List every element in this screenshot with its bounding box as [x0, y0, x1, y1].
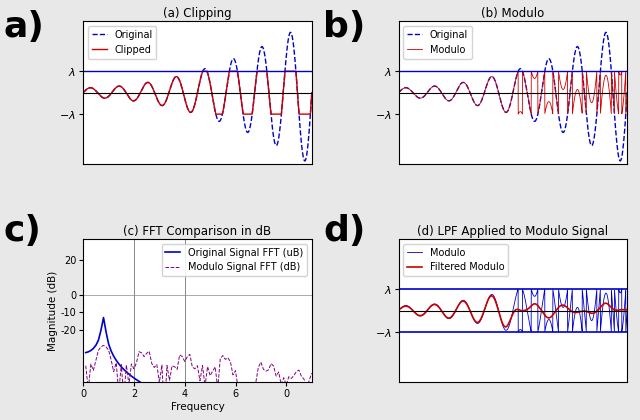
Line: Original Signal FFT (uB): Original Signal FFT (uB): [86, 318, 312, 420]
Clipped: [79, 90, 87, 95]
Modulo: [406, 305, 414, 310]
Modulo Signal FFT (dB): [280, 375, 287, 380]
Clipped: [301, 112, 309, 117]
Modulo: [395, 90, 403, 95]
Original: [500, 108, 508, 113]
Original: [184, 108, 192, 113]
Original Signal FFT (uB): [82, 350, 90, 355]
Text: a): a): [3, 10, 44, 45]
Text: b): b): [323, 10, 365, 45]
Line: Original: Original: [83, 32, 312, 161]
Modulo: [506, 321, 514, 326]
Filtered Modulo: [502, 324, 509, 329]
Modulo: [500, 325, 508, 330]
Original: [259, 46, 267, 51]
Legend: Modulo, Filtered Modulo: Modulo, Filtered Modulo: [403, 244, 508, 276]
Filtered Modulo: [506, 318, 514, 323]
Text: c): c): [3, 214, 41, 248]
Original: [79, 90, 87, 95]
Filtered Modulo: [617, 307, 625, 312]
Filtered Modulo: [488, 293, 495, 298]
Modulo Signal FFT (dB): [244, 404, 252, 409]
Clipped: [199, 69, 207, 74]
Original: [575, 46, 582, 51]
Original: [301, 158, 309, 163]
Modulo: [575, 307, 582, 312]
Original: [616, 158, 624, 163]
Title: (d) LPF Applied to Modulo Signal: (d) LPF Applied to Modulo Signal: [417, 225, 609, 238]
Modulo: [500, 108, 508, 113]
Original: [506, 103, 514, 108]
Original: [623, 90, 631, 95]
Modulo: [395, 308, 403, 313]
Clipped: [184, 108, 192, 113]
Modulo: [617, 290, 625, 295]
Modulo: [541, 286, 548, 291]
Original: [308, 90, 316, 95]
Title: (c) FFT Comparison in dB: (c) FFT Comparison in dB: [124, 225, 271, 238]
Y-axis label: Magnitude (dB): Magnitude (dB): [47, 270, 58, 351]
Legend: Original, Modulo: Original, Modulo: [403, 26, 472, 58]
Original: [406, 87, 414, 92]
Modulo: [617, 72, 625, 77]
Original: [301, 158, 309, 163]
Original: [91, 87, 99, 92]
Filtered Modulo: [617, 307, 625, 312]
Legend: Original, Clipped: Original, Clipped: [88, 26, 156, 58]
Original: [395, 90, 403, 95]
Title: (a) Clipping: (a) Clipping: [163, 7, 232, 20]
Line: Filtered Modulo: Filtered Modulo: [399, 296, 627, 327]
Clipped: [91, 87, 99, 92]
Filtered Modulo: [395, 307, 403, 312]
Modulo Signal FFT (dB): [275, 370, 282, 375]
Clipped: [260, 69, 268, 74]
Clipped: [191, 103, 198, 108]
Line: Modulo Signal FFT (dB): Modulo Signal FFT (dB): [86, 345, 312, 412]
Modulo Signal FFT (dB): [153, 362, 161, 367]
Original: [191, 103, 198, 108]
Modulo Signal FFT (dB): [100, 343, 108, 348]
Modulo: [515, 329, 522, 334]
Title: (b) Modulo: (b) Modulo: [481, 7, 545, 20]
Modulo: [575, 89, 582, 94]
Line: Original: Original: [399, 32, 627, 161]
Text: d): d): [323, 214, 365, 248]
Original Signal FFT (uB): [100, 315, 108, 320]
Line: Modulo: Modulo: [399, 71, 627, 114]
Original Signal FFT (uB): [115, 361, 123, 366]
Original Signal FFT (uB): [277, 419, 285, 420]
Modulo: [506, 103, 514, 108]
Filtered Modulo: [406, 306, 414, 311]
X-axis label: Frequency: Frequency: [171, 402, 225, 412]
Modulo: [617, 72, 625, 77]
Clipped: [308, 90, 316, 95]
Modulo: [617, 290, 625, 295]
Original: [301, 158, 308, 163]
Filtered Modulo: [500, 323, 508, 328]
Original Signal FFT (uB): [153, 388, 161, 393]
Line: Modulo: Modulo: [399, 289, 627, 332]
Legend: Original Signal FFT (uB), Modulo Signal FFT (dB): Original Signal FFT (uB), Modulo Signal …: [161, 244, 307, 276]
Original: [602, 30, 610, 35]
Modulo Signal FFT (dB): [303, 386, 310, 391]
Original: [617, 158, 625, 163]
Clipped: [301, 112, 309, 117]
Modulo Signal FFT (dB): [161, 410, 168, 415]
Original Signal FFT (uB): [272, 418, 280, 420]
Line: Clipped: Clipped: [83, 71, 312, 114]
Modulo: [623, 308, 631, 313]
Modulo: [623, 90, 631, 95]
Filtered Modulo: [575, 310, 582, 315]
Filtered Modulo: [623, 307, 631, 312]
Modulo: [515, 112, 522, 117]
Modulo Signal FFT (dB): [82, 363, 90, 368]
Modulo: [406, 87, 414, 92]
Modulo: [541, 69, 548, 74]
Original Signal FFT (uB): [242, 413, 250, 418]
Original: [287, 30, 294, 35]
Original: [617, 158, 625, 163]
Modulo Signal FFT (dB): [115, 390, 123, 395]
Modulo Signal FFT (dB): [308, 371, 316, 376]
Clipped: [212, 112, 220, 117]
